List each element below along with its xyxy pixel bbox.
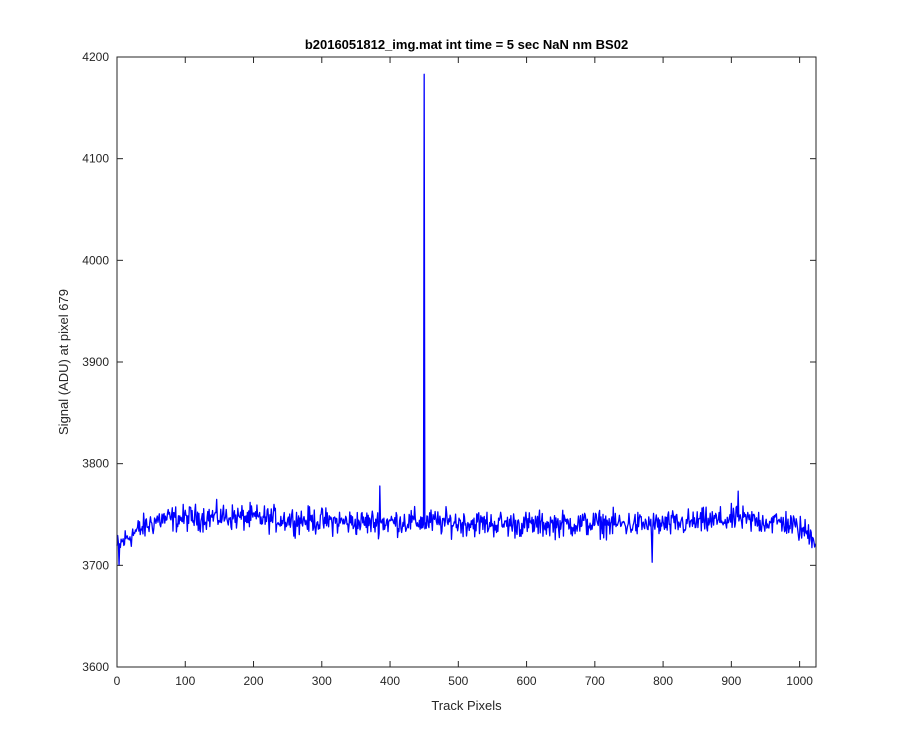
plot-area [117,57,816,667]
x-axis: 0 100 200 300 400 500 600 700 800 900 1000 [114,57,813,688]
x-tick-label: 300 [312,674,332,688]
x-tick-label: 900 [721,674,741,688]
chart-title: b2016051812_img.mat int time = 5 sec NaN… [305,37,628,52]
x-tick-label: 800 [653,674,673,688]
x-tick-label: 600 [517,674,537,688]
y-tick-label: 4100 [82,152,109,166]
x-tick-label: 0 [114,674,121,688]
x-tick-label: 100 [175,674,195,688]
y-axis: 3600 3700 3800 3900 4000 4100 4200 [82,50,816,674]
y-tick-label: 3800 [82,457,109,471]
x-tick-label: 500 [448,674,468,688]
y-axis-label: Signal (ADU) at pixel 679 [56,289,71,435]
y-tick-label: 3700 [82,558,109,572]
series-line [116,73,816,566]
x-tick-label: 200 [244,674,264,688]
y-tick-label: 4000 [82,253,109,267]
x-axis-label: Track Pixels [431,698,502,713]
x-tick-label: 1000 [786,674,813,688]
x-tick-label: 400 [380,674,400,688]
y-tick-label: 3600 [82,660,109,674]
series-layer [116,73,816,566]
x-tick-label: 700 [585,674,605,688]
y-tick-label: 3900 [82,355,109,369]
y-tick-label: 4200 [82,50,109,64]
